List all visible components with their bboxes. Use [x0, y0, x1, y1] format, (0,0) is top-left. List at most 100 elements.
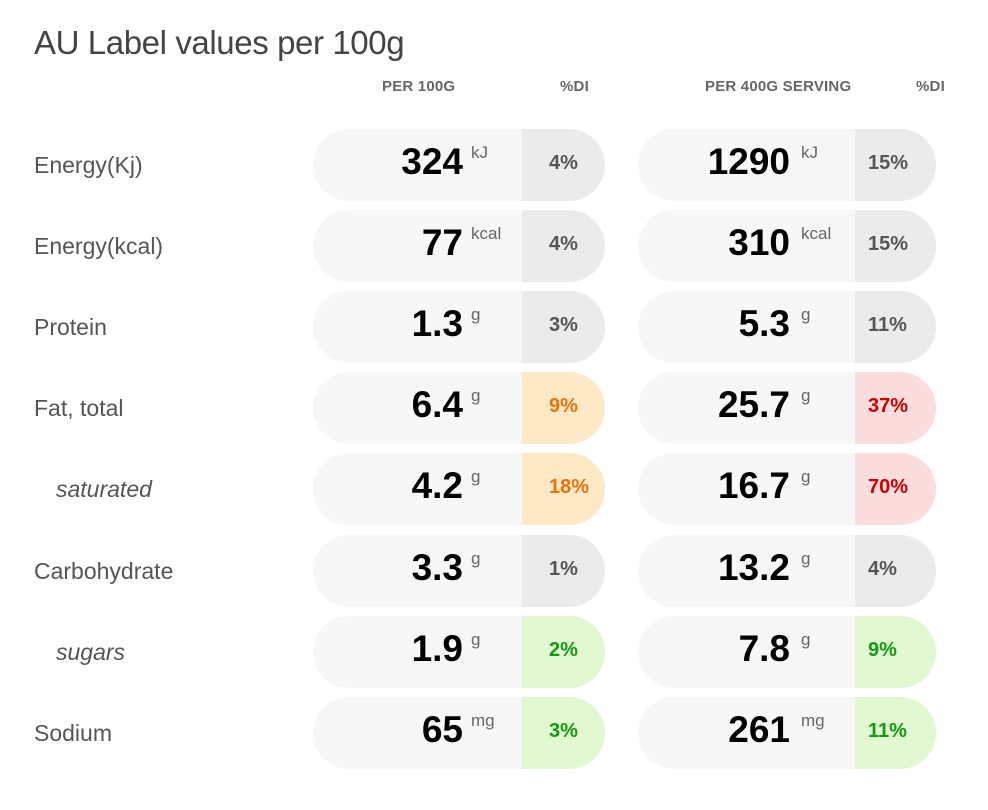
page-title: AU Label values per 100g — [34, 24, 405, 61]
per-100g-unit: kcal — [471, 224, 502, 243]
per-100g-di-badge: 4% — [522, 210, 605, 282]
per-serving-unit: g — [801, 630, 811, 649]
per-100g-value: 6.4 — [411, 384, 463, 425]
per-100g-cell: 6.4 g 9% — [313, 372, 605, 444]
per-serving-cell: 25.7 g 37% — [638, 372, 936, 444]
per-100g-di-badge: 4% — [522, 129, 605, 201]
per-100g-di-badge: 3% — [522, 291, 605, 363]
header-di-100g: %DI — [560, 78, 589, 95]
nutrition-row: Carbohydrate 3.3 g 1% 13.2 g 4% — [0, 535, 988, 607]
nutrient-label: Fat, total — [34, 395, 124, 421]
per-100g-di-percent: 3% — [549, 720, 578, 742]
per-serving-di-badge: 37% — [855, 372, 936, 444]
per-serving-di-badge: 11% — [855, 697, 936, 769]
per-serving-di-percent: 15% — [868, 233, 909, 255]
per-100g-di-percent: 18% — [549, 476, 590, 498]
per-100g-di-badge: 9% — [522, 372, 605, 444]
per-100g-unit: g — [471, 386, 481, 405]
per-100g-di-percent: 4% — [549, 152, 578, 174]
per-serving-di-percent: 4% — [868, 558, 897, 580]
per-100g-di-percent: 2% — [549, 639, 578, 661]
nutrition-row: sugars 1.9 g 2% 7.8 g 9% — [0, 616, 988, 688]
per-serving-di-badge: 15% — [855, 129, 936, 201]
per-100g-value: 1.9 — [411, 628, 463, 669]
per-100g-value: 77 — [421, 222, 463, 263]
per-100g-unit: g — [471, 467, 481, 486]
per-serving-cell: 7.8 g 9% — [638, 616, 936, 688]
per-serving-value: 25.7 — [717, 384, 790, 425]
nutrient-label: Protein — [34, 314, 107, 340]
per-serving-di-badge: 9% — [855, 616, 936, 688]
per-serving-unit: g — [801, 467, 811, 486]
per-100g-cell: 4.2 g 18% — [313, 453, 605, 525]
header-per-serving: PER 400G SERVING — [705, 78, 852, 95]
per-100g-cell: 65 mg 3% — [313, 697, 605, 769]
per-serving-di-percent: 9% — [868, 639, 897, 661]
per-100g-value: 324 — [401, 141, 463, 182]
per-100g-unit: g — [471, 630, 481, 649]
per-serving-unit: g — [801, 386, 811, 405]
per-serving-di-badge: 11% — [855, 291, 936, 363]
per-serving-unit: kJ — [801, 143, 818, 162]
per-100g-cell: 77 kcal 4% — [313, 210, 605, 282]
per-serving-value: 13.2 — [717, 547, 790, 588]
nutrition-row: Energy(Kj) 324 kJ 4% 1290 kJ 15% — [0, 129, 988, 201]
nutrient-label: saturated — [56, 476, 152, 502]
per-serving-di-percent: 11% — [868, 314, 907, 336]
per-serving-value: 261 — [728, 709, 790, 750]
per-100g-cell: 1.3 g 3% — [313, 291, 605, 363]
per-100g-di-badge: 3% — [522, 697, 605, 769]
per-100g-unit: mg — [471, 711, 495, 730]
nutrition-row: Fat, total 6.4 g 9% 25.7 g 37% — [0, 372, 988, 444]
per-serving-di-percent: 11% — [868, 720, 907, 742]
per-serving-di-badge: 15% — [855, 210, 936, 282]
per-100g-unit: g — [471, 305, 481, 324]
header-di-serving: %DI — [916, 78, 945, 95]
per-serving-di-percent: 15% — [868, 152, 909, 174]
per-serving-di-percent: 37% — [868, 395, 909, 417]
per-serving-unit: g — [801, 549, 811, 568]
per-100g-value: 65 — [421, 709, 463, 750]
per-serving-value: 7.8 — [738, 628, 790, 669]
per-100g-di-percent: 1% — [549, 558, 578, 580]
per-serving-unit: g — [801, 305, 811, 324]
per-100g-di-badge: 2% — [522, 616, 605, 688]
nutrient-label: Energy(kcal) — [34, 233, 164, 259]
per-serving-unit: mg — [801, 711, 825, 730]
per-100g-cell: 3.3 g 1% — [313, 535, 605, 607]
per-100g-value: 3.3 — [411, 547, 463, 588]
nutrient-label: Sodium — [34, 720, 112, 746]
per-100g-unit: g — [471, 549, 481, 568]
per-serving-cell: 13.2 g 4% — [638, 535, 936, 607]
per-serving-di-percent: 70% — [868, 476, 909, 498]
per-100g-value: 1.3 — [411, 303, 463, 344]
header-per-100g: PER 100G — [382, 78, 456, 95]
nutrition-row: Energy(kcal) 77 kcal 4% 310 kcal 15% — [0, 210, 988, 282]
per-100g-unit: kJ — [471, 143, 488, 162]
per-100g-cell: 324 kJ 4% — [313, 129, 605, 201]
nutrient-label: sugars — [56, 639, 126, 665]
per-serving-di-badge: 4% — [855, 535, 936, 607]
per-100g-di-percent: 9% — [549, 395, 578, 417]
per-serving-cell: 5.3 g 11% — [638, 291, 936, 363]
per-serving-cell: 16.7 g 70% — [638, 453, 936, 525]
per-serving-value: 1290 — [707, 141, 790, 182]
nutrition-row: saturated 4.2 g 18% 16.7 g 70% — [0, 453, 988, 525]
per-100g-di-percent: 4% — [549, 233, 578, 255]
per-serving-di-badge: 70% — [855, 453, 936, 525]
nutrient-label: Carbohydrate — [34, 558, 174, 584]
per-100g-di-badge: 18% — [522, 453, 605, 525]
nutrient-label: Energy(Kj) — [34, 152, 143, 178]
per-serving-value: 310 — [728, 222, 790, 263]
per-serving-cell: 1290 kJ 15% — [638, 129, 936, 201]
per-100g-di-percent: 3% — [549, 314, 578, 336]
nutrition-row: Sodium 65 mg 3% 261 mg 11% — [0, 697, 988, 769]
per-100g-value: 4.2 — [411, 465, 463, 506]
per-serving-cell: 261 mg 11% — [638, 697, 936, 769]
per-serving-value: 16.7 — [717, 465, 790, 506]
per-serving-unit: kcal — [801, 224, 832, 243]
per-100g-cell: 1.9 g 2% — [313, 616, 605, 688]
per-100g-di-badge: 1% — [522, 535, 605, 607]
per-serving-cell: 310 kcal 15% — [638, 210, 936, 282]
per-serving-value: 5.3 — [738, 303, 790, 344]
